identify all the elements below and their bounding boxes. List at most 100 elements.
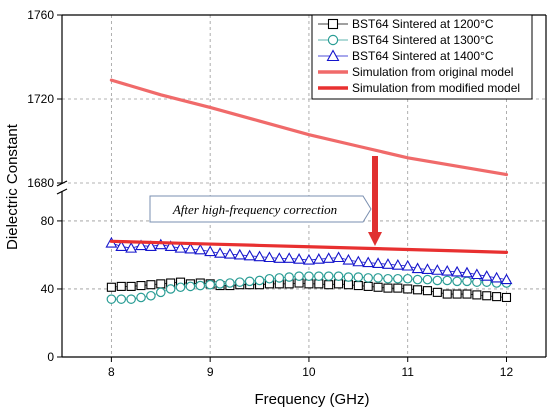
data-point-triangle [125, 242, 138, 253]
data-point-circle [146, 290, 156, 301]
legend: BST64 Sintered at 1200°C BST64 Sintered a… [311, 14, 533, 100]
y-tick-label: 1760 [27, 8, 54, 22]
data-point-square [334, 279, 344, 289]
data-point-triangle [312, 253, 325, 264]
data-point-triangle [233, 248, 246, 260]
data-point-triangle [144, 240, 157, 251]
data-point-square [373, 282, 383, 292]
tick-labels: 8 9 10 11 12 0 40 80 1680 1720 1760 [27, 8, 513, 379]
legend-label: Simulation from original model [352, 65, 513, 79]
data-point-triangle [352, 255, 365, 267]
data-point-circle [363, 273, 374, 283]
data-point-triangle [342, 253, 355, 265]
data-point-triangle [243, 249, 256, 261]
data-point-circle [116, 294, 127, 304]
axis-break-mark [56, 188, 68, 195]
data-point-triangle [303, 253, 315, 265]
data-point-square [472, 290, 482, 300]
data-point-triangle [480, 270, 493, 281]
data-point-circle [333, 271, 344, 282]
legend-label: BST64 Sintered at 1400°C [352, 49, 494, 63]
data-point-circle [136, 292, 146, 303]
data-point-triangle [500, 273, 513, 285]
x-tick-label: 8 [108, 365, 115, 379]
data-point-triangle [391, 259, 404, 270]
annotation-text: After high-frequency correction [172, 202, 337, 217]
data-point-triangle [293, 253, 305, 264]
data-point-square [393, 283, 403, 293]
data-point-triangle [164, 240, 177, 251]
data-point-triangle [382, 258, 394, 269]
y-axis-label: Dielectric Constant [4, 123, 21, 250]
data-point-square [324, 280, 334, 290]
data-point-circle [244, 276, 255, 287]
data-point-circle [205, 279, 215, 290]
data-point-triangle [372, 257, 385, 268]
data-point-square [106, 282, 116, 292]
x-tick-label: 11 [401, 365, 414, 379]
data-point-circle [373, 273, 383, 283]
data-point-square [422, 286, 433, 296]
data-point-circle [155, 287, 166, 298]
data-point-circle [383, 273, 393, 284]
data-point-circle [452, 276, 462, 287]
data-point-circle [185, 281, 196, 292]
x-tick-label: 9 [207, 365, 214, 379]
data-point-square [383, 283, 393, 293]
data-point-circle [225, 278, 235, 288]
data-point-circle [353, 272, 364, 282]
data-point-square [492, 292, 502, 302]
data-point-square [136, 281, 146, 291]
data-point-triangle [115, 240, 128, 251]
data-point-triangle [431, 264, 444, 275]
data-point-circle [422, 274, 433, 285]
data-point-triangle [263, 251, 276, 263]
data-point-triangle [461, 266, 473, 278]
data-point-circle [215, 279, 225, 289]
series-line-3 [109, 78, 509, 177]
data-point-square [462, 289, 472, 299]
data-point-triangle [283, 252, 296, 263]
data-point-square [314, 279, 324, 289]
data-point-triangle [174, 242, 187, 253]
data-point-square [156, 279, 166, 289]
data-point-circle [442, 275, 453, 286]
y-tick-label: 0 [47, 350, 54, 364]
legend-label: Simulation from modified model [352, 81, 520, 95]
data-point-circle [126, 294, 136, 304]
data-point-circle [462, 276, 472, 287]
x-axis-label: Frequency (GHz) [254, 391, 369, 408]
data-point-circle [284, 272, 294, 282]
data-point-circle [106, 294, 117, 304]
data-point-triangle [470, 268, 483, 280]
y-tick-label: 40 [41, 282, 55, 296]
data-point-circle [304, 271, 314, 282]
data-point-circle [402, 273, 413, 284]
data-point-circle [234, 277, 245, 287]
data-point-circle [264, 273, 275, 284]
data-point-triangle [214, 247, 226, 258]
data-point-square [482, 291, 492, 301]
annotation: After high-frequency correction [149, 195, 372, 223]
data-point-triangle [194, 243, 207, 255]
data-point-circle [393, 273, 403, 284]
data-point-triangle [273, 252, 286, 263]
legend-box [311, 14, 533, 100]
data-point-circle [195, 280, 206, 291]
data-point-triangle [401, 259, 414, 271]
plot-area [105, 78, 513, 304]
x-tick-label: 10 [302, 365, 316, 379]
y-tick-label: 1720 [27, 92, 54, 106]
legend-marker-triangle [326, 49, 340, 62]
data-point-circle [432, 275, 443, 286]
data-point-square [304, 279, 314, 289]
y-tick-label: 80 [41, 214, 55, 228]
data-point-square [116, 281, 126, 291]
data-point-square [146, 280, 156, 290]
series-line-4 [109, 239, 509, 254]
data-point-triangle [332, 251, 345, 263]
data-point-circle [294, 271, 304, 282]
data-point-square [442, 289, 452, 299]
legend-marker-circle [327, 34, 339, 46]
data-point-circle [165, 284, 176, 294]
